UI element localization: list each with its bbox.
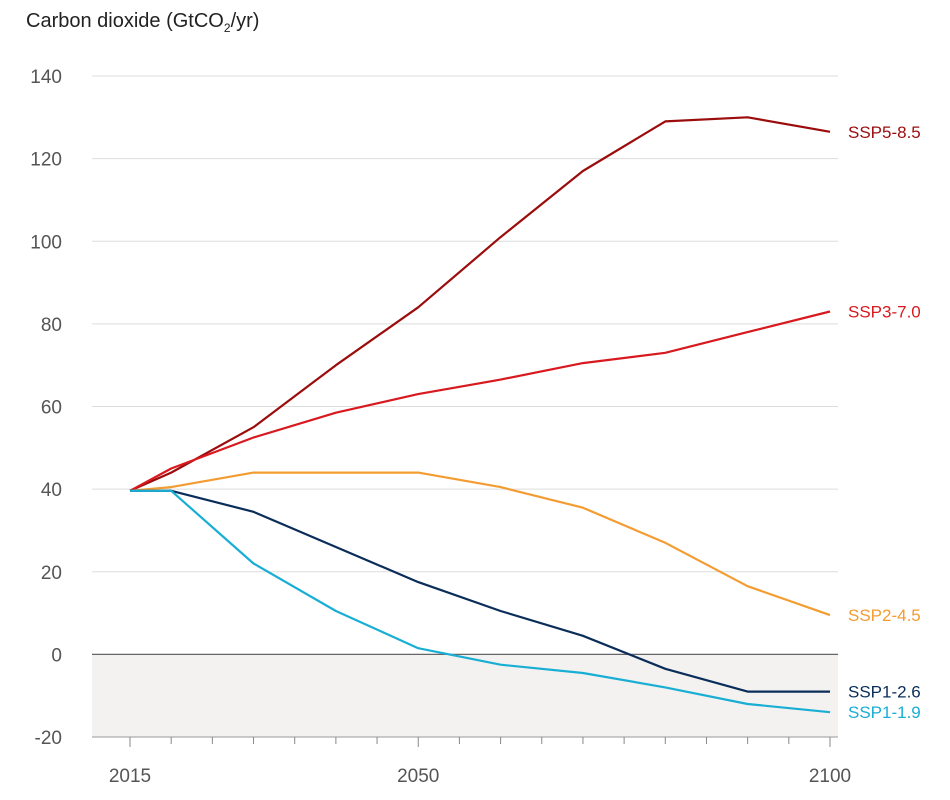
series-label-ssp1-1.9: SSP1-1.9 [848,703,921,722]
series-line-ssp1-2.6 [130,489,830,693]
series-label-ssp2-4.5: SSP2-4.5 [848,606,921,625]
y-tick-label: 0 [51,645,62,666]
negative-region-shading [92,654,838,737]
axes-group: 140 120 100 80 60 40 20 0 -20 2015 2050 2100 [30,67,851,787]
y-tick-label: 140 [30,67,62,88]
y-tick-label: -20 [35,728,62,749]
series-line-ssp3-7.0 [129,310,831,492]
series-line-ssp1-1.9 [130,489,831,714]
y-tick-label: 80 [41,315,62,336]
negative-region-group [92,654,838,737]
gridlines-group [92,75,838,655]
y-tick-label: 60 [41,398,62,419]
x-tick-label: 2100 [809,766,851,787]
y-tick-label: 40 [41,480,62,501]
chart-title-suffix: /yr) [230,10,260,32]
chart-title-prefix: Carbon dioxide (GtCO [26,10,224,32]
series-label-ssp1-2.6: SSP1-2.6 [848,683,921,702]
series-label-ssp5-8.5: SSP5-8.5 [848,123,921,142]
series-label-ssp3-7.0: SSP3-7.0 [848,302,921,321]
series-line-ssp5-8.5 [129,116,831,492]
series-line-ssp2-4.5 [129,471,831,617]
y-tick-label: 20 [41,563,62,584]
y-tick-label: 120 [30,150,62,171]
x-tick-label: 2015 [109,766,151,787]
chart-title-subscript: 2 [223,21,231,35]
y-tick-label: 100 [30,232,62,253]
series-lines-group [129,116,831,714]
chart-title: Carbon dioxide (GtCO2/yr) [26,10,259,35]
x-tick-label: 2050 [397,766,439,787]
